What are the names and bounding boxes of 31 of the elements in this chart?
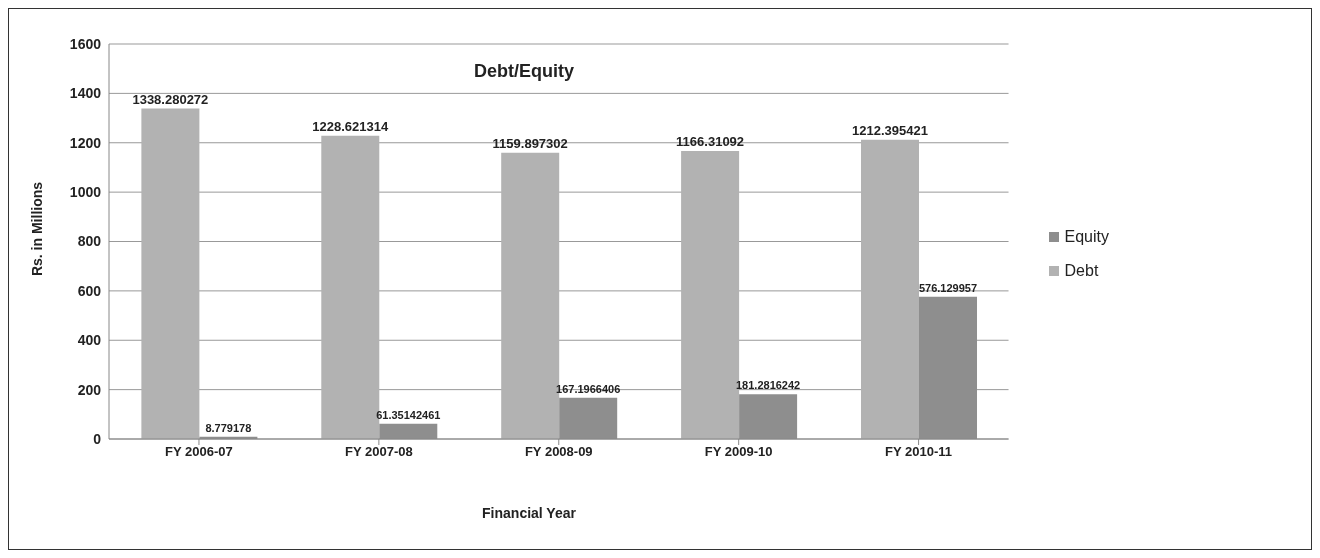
x-tick-label: FY 2007-08 (345, 444, 413, 460)
y-axis-title: Rs. in Millions (29, 181, 45, 277)
bar (861, 139, 920, 439)
data-label: 61.35142461 (376, 408, 441, 421)
y-tick-label: 1200 (69, 134, 102, 151)
data-label: 8.779178 (205, 421, 252, 434)
y-tick-label: 800 (77, 233, 102, 250)
legend-label: Equity (1063, 228, 1109, 246)
x-tick-label: FY 2010-11 (885, 444, 953, 460)
legend-label: Debt (1063, 262, 1100, 280)
y-tick-label: 400 (77, 332, 102, 349)
y-tick-label: 1600 (69, 35, 102, 52)
x-axis-title: Financial Year (482, 505, 576, 521)
x-tick-label: FY 2009-10 (704, 444, 773, 460)
data-label: 167.1966406 (556, 382, 621, 395)
y-tick-label: 1400 (69, 85, 102, 102)
text: Debt/Equity (474, 61, 575, 82)
x-tick-label: FY 2006-07 (165, 444, 233, 460)
y-tick-label: 1000 (69, 184, 102, 201)
data-label: 1338.280272 (132, 91, 209, 107)
data-label: 1212.395421 (852, 122, 928, 138)
data-label: 1228.621314 (312, 118, 390, 134)
data-label: 576.129957 (918, 281, 978, 294)
data-label: 181.2816242 (735, 379, 801, 392)
y-tick-label: 200 (77, 381, 102, 398)
bar (141, 108, 200, 439)
data-label: 1166.31092 (676, 134, 745, 150)
y-tick-label: 600 (77, 282, 102, 299)
data-label: 1159.897302 (492, 135, 568, 151)
x-tick-label: FY 2008-09 (524, 444, 593, 460)
y-tick-label: 0 (93, 430, 102, 447)
